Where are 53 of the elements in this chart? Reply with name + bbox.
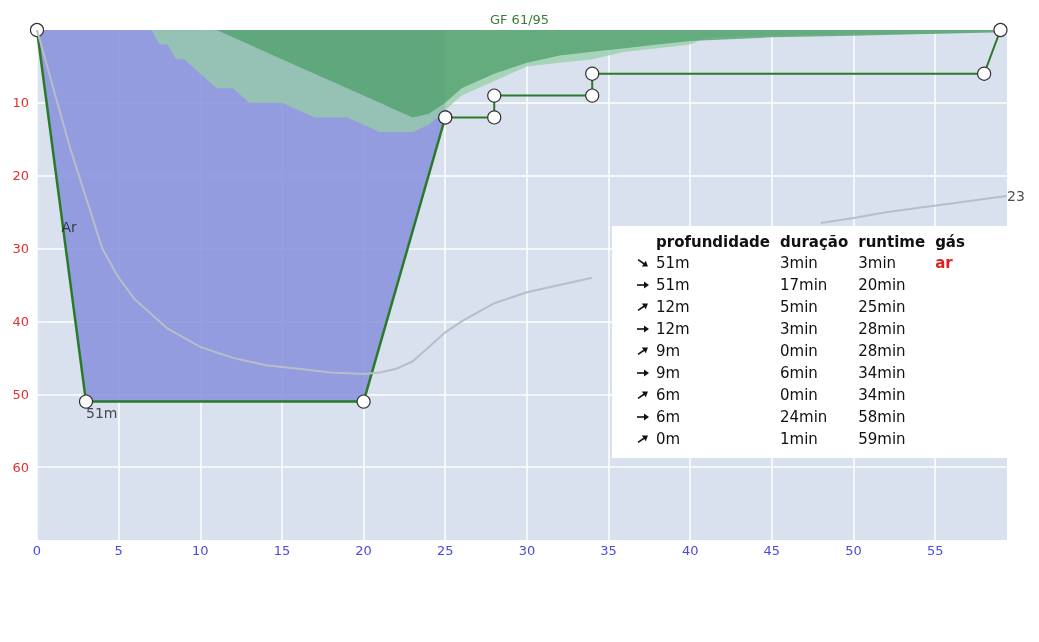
x-tick-label: 10 bbox=[192, 543, 209, 558]
y-tick-label: 10 bbox=[12, 95, 29, 111]
text: 0m bbox=[656, 430, 681, 448]
text: 3min bbox=[779, 254, 818, 272]
category-label: profundidade bbox=[656, 232, 771, 252]
text: 25min bbox=[858, 298, 906, 316]
text: 0min bbox=[779, 342, 818, 360]
x-tick-label: 25 bbox=[436, 543, 454, 558]
text: 12m bbox=[656, 320, 690, 338]
y-tick-label: 40 bbox=[12, 313, 29, 329]
y-tick-label: 60 bbox=[12, 459, 29, 475]
text: 34min bbox=[858, 386, 906, 404]
text: 1min bbox=[779, 430, 818, 448]
y-tick-label: 20 bbox=[12, 168, 29, 184]
text: 17min bbox=[779, 276, 828, 294]
x-tick-label: 45 bbox=[763, 543, 781, 558]
text: 59min bbox=[858, 430, 906, 448]
text: 6min bbox=[779, 364, 818, 382]
text: 5min bbox=[779, 298, 818, 316]
text: 28min bbox=[858, 342, 906, 360]
text: 34min bbox=[858, 364, 906, 382]
x-tick-label: 35 bbox=[600, 543, 617, 558]
text: 28min bbox=[858, 320, 906, 338]
x-tick-label: 0 bbox=[32, 543, 42, 558]
text: 58min bbox=[858, 408, 906, 426]
text: 20min bbox=[858, 276, 906, 294]
text: 3min bbox=[858, 254, 897, 272]
x-tick-label: 5 bbox=[114, 543, 123, 558]
y-tick-label: 50 bbox=[12, 386, 29, 402]
text: ar bbox=[935, 254, 953, 272]
text: 6m bbox=[656, 386, 681, 404]
text: 3min bbox=[779, 320, 818, 338]
text: 51m bbox=[656, 276, 690, 294]
x-tick-label: 40 bbox=[681, 543, 699, 558]
category-label: duração bbox=[779, 232, 850, 252]
text: 6m bbox=[656, 408, 681, 426]
y-tick-label: 30 bbox=[12, 241, 29, 257]
text: 51m bbox=[656, 254, 690, 272]
chart-title: GF 61/95 bbox=[489, 12, 550, 27]
text: 9m bbox=[656, 342, 681, 360]
category-label: gás bbox=[935, 232, 966, 252]
text: 9m bbox=[656, 364, 681, 382]
text: 12m bbox=[656, 298, 690, 316]
x-tick-label: 15 bbox=[273, 543, 291, 558]
category-label: runtime bbox=[858, 232, 927, 252]
annotation: 23 bbox=[1007, 188, 1025, 205]
x-tick-label: 20 bbox=[355, 543, 372, 558]
x-tick-label: 30 bbox=[518, 543, 536, 558]
annotation: 51m bbox=[85, 404, 118, 421]
text: 0min bbox=[779, 386, 818, 404]
x-tick-label: 55 bbox=[926, 543, 944, 558]
text: 24min bbox=[779, 408, 828, 426]
x-tick-label: 50 bbox=[845, 543, 862, 558]
